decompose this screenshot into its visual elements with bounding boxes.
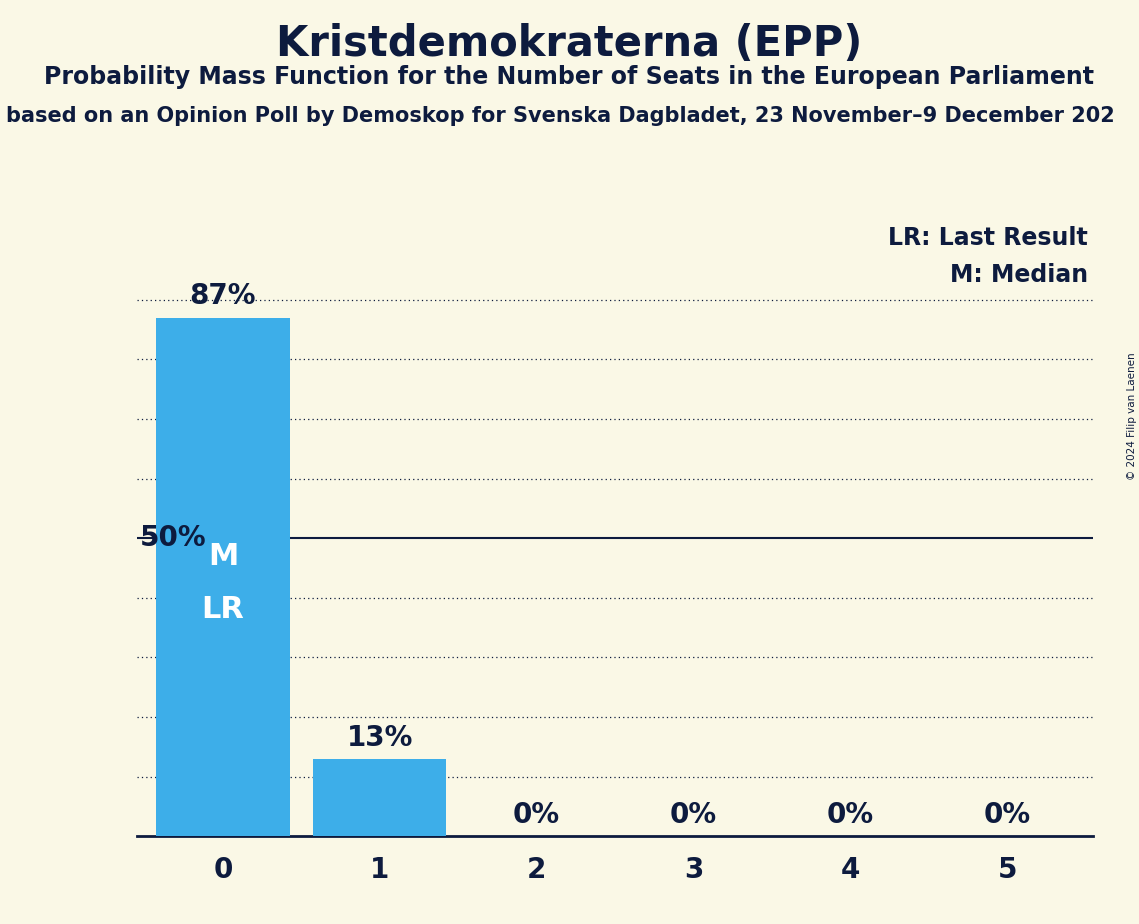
Bar xyxy=(313,759,446,836)
Text: M: Median: M: Median xyxy=(950,263,1088,287)
Text: LR: LR xyxy=(202,595,245,625)
Text: 50%: 50% xyxy=(140,524,206,553)
Text: Probability Mass Function for the Number of Seats in the European Parliament: Probability Mass Function for the Number… xyxy=(44,65,1095,89)
Text: Kristdemokraterna (EPP): Kristdemokraterna (EPP) xyxy=(277,23,862,65)
Text: based on an Opinion Poll by Demoskop for Svenska Dagbladet, 23 November–9 Decemb: based on an Opinion Poll by Demoskop for… xyxy=(6,106,1114,127)
Text: 0%: 0% xyxy=(513,801,560,829)
Text: 0%: 0% xyxy=(827,801,874,829)
Text: © 2024 Filip van Laenen: © 2024 Filip van Laenen xyxy=(1126,352,1137,480)
Text: M: M xyxy=(207,541,238,570)
Text: 13%: 13% xyxy=(346,723,413,751)
Text: LR: Last Result: LR: Last Result xyxy=(888,226,1088,250)
Text: 0%: 0% xyxy=(984,801,1031,829)
Text: 87%: 87% xyxy=(190,283,256,310)
Bar xyxy=(156,318,289,836)
Text: 0%: 0% xyxy=(670,801,718,829)
